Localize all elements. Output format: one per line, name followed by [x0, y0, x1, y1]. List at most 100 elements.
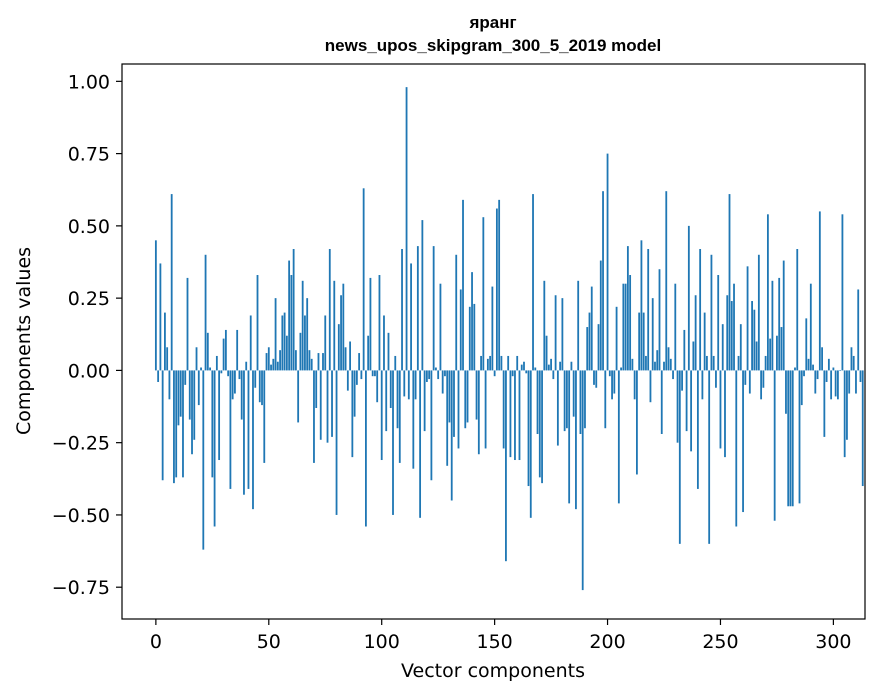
bar: [525, 370, 528, 374]
bar: [161, 370, 164, 481]
bar: [249, 315, 252, 371]
bar: [299, 332, 302, 371]
bar: [416, 246, 419, 371]
bar: [457, 370, 460, 449]
bar: [640, 240, 643, 371]
bar: [507, 355, 510, 371]
bar: [333, 280, 336, 371]
bar: [387, 332, 390, 371]
bar: [588, 312, 591, 371]
chart-title-word: яранг: [468, 13, 516, 32]
bar: [850, 347, 853, 371]
bar: [396, 370, 399, 429]
bar: [358, 353, 361, 371]
bar: [534, 367, 537, 371]
bar: [595, 370, 598, 388]
bar: [263, 370, 266, 463]
bar: [563, 370, 566, 432]
bar: [450, 370, 453, 501]
bar: [200, 367, 202, 371]
bar: [240, 370, 243, 420]
x-tick-label: 0: [150, 631, 162, 653]
bar: [753, 309, 756, 371]
bar: [565, 370, 568, 429]
bar: [288, 260, 291, 371]
bar: [213, 370, 216, 527]
bar: [599, 260, 602, 371]
y-tick-label: −0.75: [52, 577, 110, 599]
bar: [421, 220, 424, 371]
bar: [776, 335, 778, 371]
bar: [495, 208, 498, 371]
x-tick-label: 50: [257, 631, 281, 653]
bar: [692, 341, 695, 371]
bar: [656, 350, 659, 371]
bar: [369, 277, 372, 371]
y-tick-label: 0.25: [68, 288, 110, 310]
bar: [367, 335, 370, 371]
bar: [748, 370, 751, 394]
bar: [606, 153, 609, 371]
bar: [182, 370, 184, 478]
bar: [855, 370, 857, 394]
bar: [827, 358, 830, 371]
bar: [703, 312, 706, 371]
bar: [283, 312, 286, 371]
bar: [371, 370, 374, 377]
bar: [407, 370, 410, 400]
bar: [678, 370, 681, 544]
bar: [791, 370, 794, 507]
bar: [812, 364, 814, 371]
bar: [785, 370, 787, 414]
bar: [398, 370, 401, 463]
bar: [224, 329, 227, 371]
x-tick-label: 250: [702, 631, 738, 653]
bar: [414, 370, 417, 400]
bar: [789, 370, 792, 507]
bar: [315, 370, 318, 408]
bar: [762, 370, 765, 388]
bar: [547, 364, 550, 371]
bar: [581, 370, 584, 591]
bar: [597, 324, 600, 371]
bar: [480, 355, 482, 371]
bar: [622, 283, 625, 371]
bar: [453, 370, 455, 437]
bar: [687, 225, 690, 371]
bar: [764, 355, 767, 371]
bar: [527, 370, 530, 487]
bar: [313, 370, 315, 463]
bar: [717, 275, 720, 371]
bar: [412, 370, 415, 469]
x-tick-label: 200: [589, 631, 625, 653]
bar: [523, 361, 525, 371]
bar: [701, 370, 704, 400]
bar: [252, 370, 254, 510]
bar: [832, 367, 835, 371]
bar: [624, 283, 627, 371]
bar: [837, 370, 839, 400]
bar: [410, 263, 412, 371]
bar: [685, 370, 688, 432]
bar: [556, 370, 559, 446]
bar: [787, 370, 790, 507]
bar: [365, 370, 367, 527]
bar: [175, 370, 178, 478]
bar: [550, 358, 552, 371]
bar: [166, 347, 169, 371]
bar: [462, 199, 464, 371]
y-tick-label: 0.00: [68, 360, 110, 382]
bar: [326, 370, 329, 443]
bar: [613, 370, 616, 394]
bar: [816, 370, 819, 380]
bar: [846, 370, 848, 440]
bar: [254, 370, 257, 388]
bar: [620, 367, 622, 371]
bar: [227, 370, 230, 377]
bar: [376, 370, 379, 403]
bar: [256, 275, 259, 371]
bar: [272, 358, 275, 371]
bar: [281, 315, 284, 371]
bar: [821, 347, 823, 371]
bar: [615, 306, 618, 371]
